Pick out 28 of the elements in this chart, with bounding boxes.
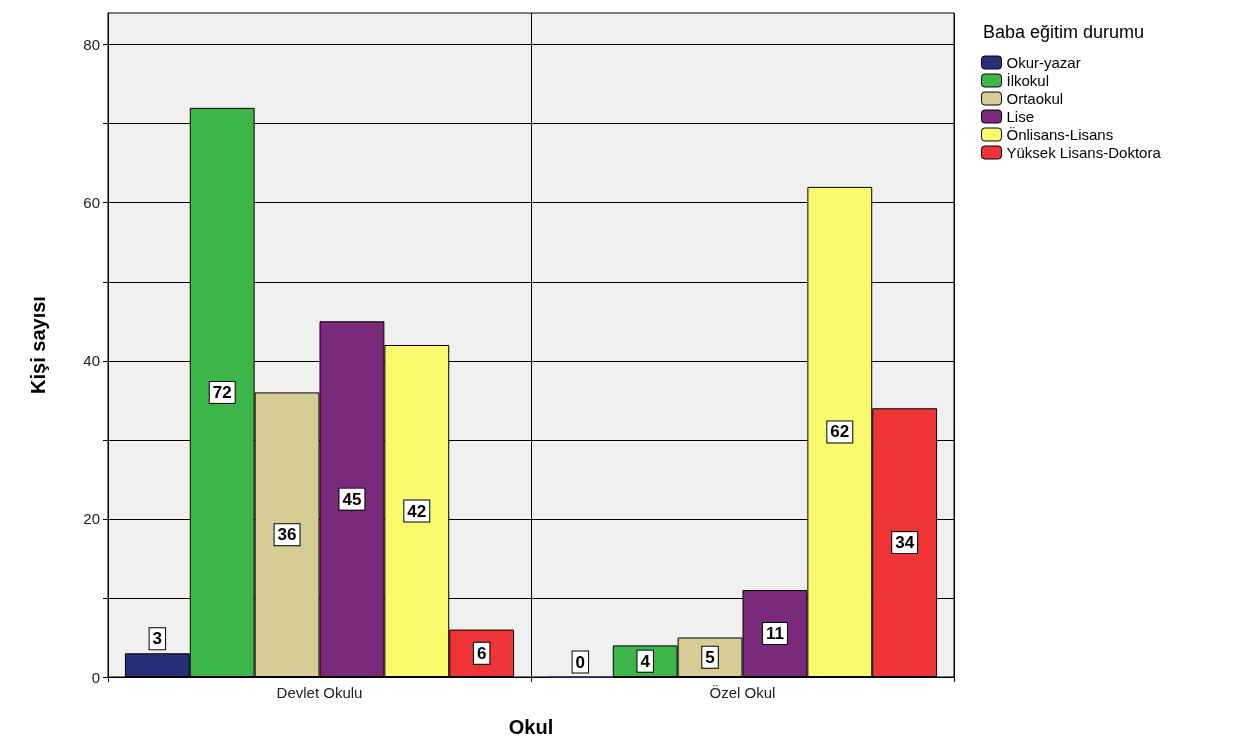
legend-label: Yüksek Lisans-Doktora [1006,144,1162,161]
legend-title: Baba eğitim durumu [983,22,1145,42]
data-label: 3 [152,629,163,649]
data-label: 0 [575,652,586,672]
legend-label: İlkokul [1006,72,1050,89]
data-label: 4 [640,651,651,671]
y-tick-label: 20 [83,510,100,528]
data-label: 34 [895,533,915,553]
x-tick-label: Devlet Okulu [276,684,363,701]
legend-label: Önlisans-Lisans [1006,126,1114,143]
y-tick-label: 80 [83,36,100,54]
legend-label: Ortaokul [1006,90,1064,107]
data-label: 5 [705,647,715,667]
y-tick-label: 60 [83,194,100,212]
y-tick-label: 0 [91,668,100,686]
data-label: 45 [342,489,362,509]
data-label: 36 [277,525,297,545]
y-tick-label: 40 [83,352,100,370]
y-axis-title: Kişi sayısı [27,296,49,394]
x-axis-title: Okul [508,716,554,738]
data-label: 62 [830,422,850,442]
x-tick-label: Özel Okul [709,684,776,701]
data-label: 6 [476,643,487,663]
data-label: 11 [765,624,784,644]
data-label: 42 [407,501,427,521]
data-label: 72 [212,382,232,402]
legend-label: Lise [1006,108,1035,125]
legend-label: Okur-yazar [1006,54,1081,71]
